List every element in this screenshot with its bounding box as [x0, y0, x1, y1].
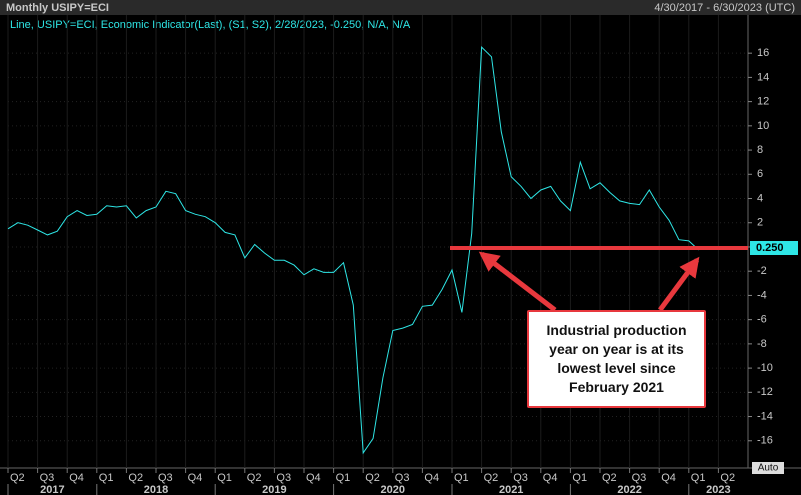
x-tick-label: Q3	[158, 472, 173, 484]
y-tick-label: 2	[757, 217, 763, 229]
x-tick-label: Q4	[424, 472, 439, 484]
arrow	[478, 251, 557, 312]
y-tick-label: -8	[757, 338, 767, 350]
x-tick-label: Q2	[128, 472, 143, 484]
y-tick-label: 4	[757, 192, 763, 204]
x-tick-label: Q2	[602, 472, 617, 484]
y-tick-label: -4	[757, 289, 767, 301]
year-label: 2017	[40, 484, 64, 495]
x-tick-label: Q2	[10, 472, 25, 484]
x-tick-label: Q3	[632, 472, 647, 484]
x-tick-label: Q1	[99, 472, 114, 484]
auto-label[interactable]: Auto	[758, 463, 779, 474]
y-tick-label: -6	[757, 314, 767, 326]
y-tick-label: -16	[757, 435, 773, 447]
x-tick-label: Q1	[217, 472, 232, 484]
arrow	[657, 256, 700, 312]
y-tick-label: 10	[757, 120, 769, 132]
date-range: 4/30/2017 - 6/30/2023 (UTC)	[654, 2, 795, 14]
year-label: 2018	[144, 484, 168, 495]
y-tick-label: -14	[757, 410, 773, 422]
x-tick-label: Q3	[513, 472, 528, 484]
y-tick-label: -10	[757, 362, 773, 374]
x-tick-label: Q4	[188, 472, 203, 484]
y-tick-label: 16	[757, 47, 769, 59]
x-tick-label: Q3	[276, 472, 291, 484]
x-tick-label: Q3	[40, 472, 55, 484]
x-tick-label: Q4	[306, 472, 321, 484]
x-tick-label: Q2	[365, 472, 380, 484]
x-tick-label: Q2	[484, 472, 499, 484]
x-tick-label: Q2	[720, 472, 735, 484]
y-tick-label: 6	[757, 168, 763, 180]
header-bar	[0, 0, 801, 15]
x-tick-label: Q4	[661, 472, 676, 484]
annotation: Industrial production year on year is at…	[527, 310, 706, 408]
x-tick-label: Q1	[336, 472, 351, 484]
chart-title: Monthly USIPY=ECI	[6, 2, 109, 14]
year-label: 2023	[706, 484, 730, 495]
x-tick-label: Q2	[247, 472, 262, 484]
y-tick-label: 8	[757, 144, 763, 156]
year-label: 2021	[499, 484, 523, 495]
x-tick-label: Q4	[69, 472, 84, 484]
x-tick-label: Q1	[454, 472, 469, 484]
last-value-label: 0.250	[756, 242, 784, 254]
x-tick-label: Q4	[543, 472, 558, 484]
auto-button[interactable]	[752, 462, 784, 474]
y-tick-label: -12	[757, 386, 773, 398]
series-line	[7, 45, 700, 455]
x-tick-label: Q3	[395, 472, 410, 484]
x-tick-label: Q1	[691, 472, 706, 484]
year-label: 2022	[617, 484, 641, 495]
legend: Line, USIPY=ECI, Economic Indicator(Last…	[10, 19, 411, 31]
year-label: 2019	[262, 484, 286, 495]
year-label: 2020	[381, 484, 405, 495]
last-value-box	[750, 241, 798, 255]
y-tick-label: -2	[757, 265, 767, 277]
y-tick-label: 14	[757, 71, 769, 83]
y-tick-label: 12	[757, 96, 769, 108]
x-tick-label: Q1	[572, 472, 587, 484]
